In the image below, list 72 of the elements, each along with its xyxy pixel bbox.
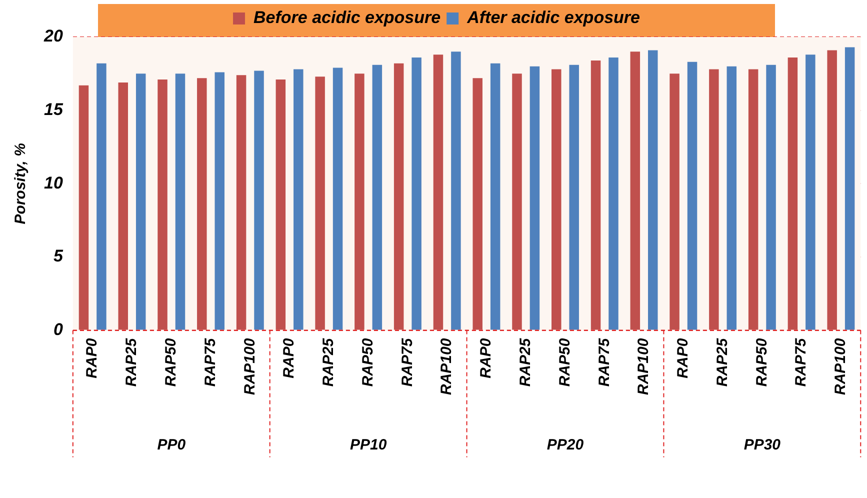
x-tick-label: RAP100 bbox=[635, 338, 652, 396]
text: PP10 bbox=[350, 436, 388, 454]
x-tick-label: RAP50 bbox=[753, 338, 770, 387]
bar bbox=[490, 63, 500, 330]
bar bbox=[78, 85, 89, 330]
bar bbox=[590, 60, 601, 330]
x-tick-label: RAP75 bbox=[398, 338, 416, 387]
x-tick-label: RAP0 bbox=[674, 338, 692, 378]
bar bbox=[844, 47, 855, 330]
bar bbox=[372, 64, 382, 330]
text: PP30 bbox=[744, 436, 782, 454]
bar bbox=[687, 62, 698, 330]
y-axis-title: Porosity, % bbox=[12, 143, 30, 224]
bar bbox=[670, 74, 680, 330]
bar bbox=[315, 76, 325, 330]
x-tick-label: RAP100 bbox=[832, 338, 850, 396]
bar bbox=[806, 54, 816, 330]
text: PP20 bbox=[546, 436, 584, 454]
bar bbox=[472, 78, 482, 330]
bar bbox=[332, 68, 343, 330]
bar bbox=[451, 52, 461, 330]
bar bbox=[827, 50, 837, 330]
y-tick-label: 5 bbox=[53, 246, 64, 266]
y-tick-label: 20 bbox=[42, 26, 64, 46]
x-tick-label: RAP50 bbox=[556, 338, 574, 387]
bar bbox=[569, 64, 579, 330]
bar bbox=[394, 63, 404, 330]
bar bbox=[197, 78, 207, 330]
x-tick-label: RAP75 bbox=[792, 338, 810, 387]
x-tick-label: RAP25 bbox=[123, 338, 140, 387]
bar bbox=[276, 80, 286, 330]
text: PP0 bbox=[157, 436, 186, 454]
bar bbox=[608, 58, 618, 330]
bar bbox=[648, 50, 658, 330]
bar bbox=[354, 74, 364, 330]
bar bbox=[748, 69, 758, 330]
legend-label: After acidic exposure bbox=[466, 8, 640, 28]
bar bbox=[412, 58, 422, 330]
x-tick-label: RAP75 bbox=[596, 338, 613, 387]
y-tick-label: 0 bbox=[53, 320, 64, 339]
x-tick-label: RAP25 bbox=[320, 338, 338, 387]
x-tick-label: RAP25 bbox=[714, 338, 731, 387]
bar bbox=[294, 69, 304, 330]
x-tick-label: RAP0 bbox=[84, 338, 101, 378]
bar bbox=[175, 74, 186, 330]
bar bbox=[552, 69, 562, 330]
bar bbox=[118, 82, 128, 330]
x-tick-label: RAP0 bbox=[478, 338, 495, 378]
x-tick-label: RAP100 bbox=[438, 338, 456, 396]
y-tick-label: 10 bbox=[44, 173, 64, 192]
bar bbox=[512, 74, 522, 330]
x-tick-label: RAP75 bbox=[202, 338, 219, 387]
bar bbox=[158, 80, 168, 330]
x-tick-label: RAP0 bbox=[280, 338, 298, 378]
bar bbox=[766, 64, 776, 330]
bar bbox=[254, 70, 264, 330]
x-tick-label: RAP100 bbox=[241, 338, 258, 396]
legend-label: Before acidic exposure bbox=[254, 8, 441, 28]
x-tick-label: RAP50 bbox=[359, 338, 376, 387]
bar bbox=[630, 52, 640, 330]
bar bbox=[530, 66, 540, 330]
bar bbox=[236, 75, 246, 330]
bar bbox=[214, 72, 224, 330]
bar bbox=[726, 66, 737, 330]
bar bbox=[433, 54, 444, 330]
x-tick-label: RAP50 bbox=[162, 338, 180, 387]
bar bbox=[136, 74, 146, 330]
x-tick-label: RAP25 bbox=[516, 338, 534, 387]
bar bbox=[96, 63, 106, 330]
y-tick-label: 15 bbox=[44, 100, 64, 120]
bar bbox=[788, 58, 798, 330]
bar bbox=[709, 69, 719, 330]
